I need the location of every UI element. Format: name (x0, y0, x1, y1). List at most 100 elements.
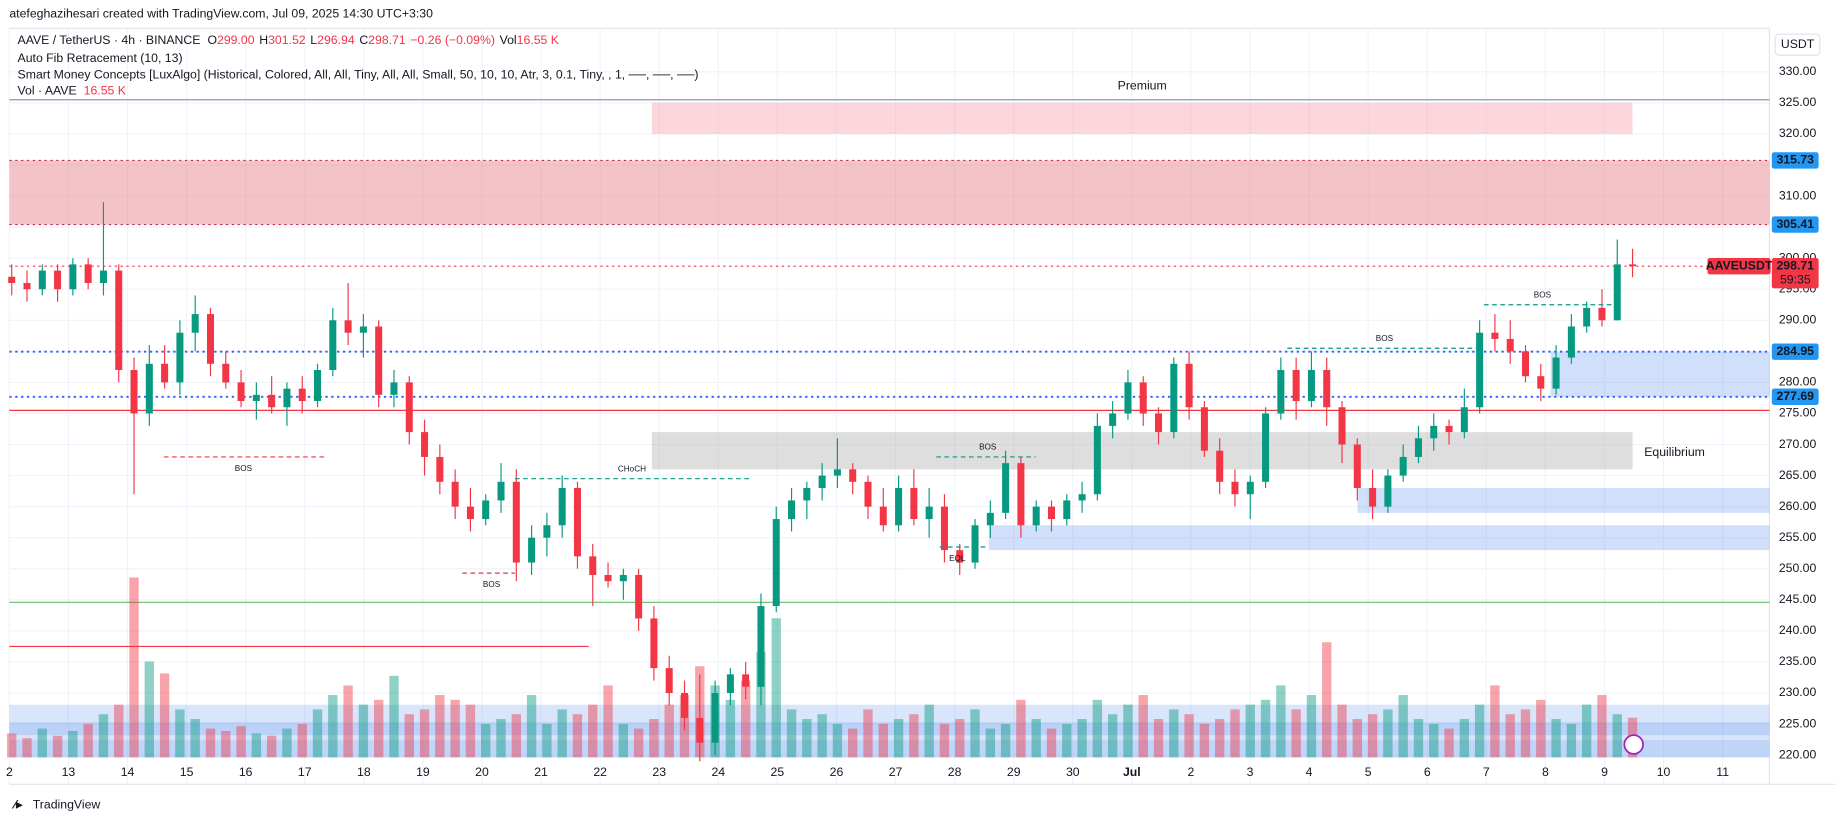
candle-body (38, 270, 46, 290)
candle-body (864, 481, 872, 507)
volume-bar (7, 733, 17, 758)
candle-body (329, 320, 337, 370)
volume-bar (618, 723, 629, 758)
candle-body (497, 481, 505, 501)
candle-body (986, 512, 994, 526)
vol: 16.55 K (517, 33, 560, 47)
volume-bar (1459, 719, 1470, 758)
candle-body (1093, 425, 1101, 495)
volume-bar (1520, 709, 1531, 758)
volume-bar (1383, 709, 1393, 758)
candle-body (818, 475, 826, 489)
candle-body (145, 363, 153, 414)
candle-body (344, 320, 352, 333)
candle-body (1506, 338, 1514, 352)
zone-label: Premium (1118, 79, 1167, 93)
candle-body (910, 488, 918, 520)
volume-profile (9, 739, 1770, 758)
candle-body (1445, 425, 1453, 433)
candle-body (99, 270, 107, 284)
candle-body (298, 388, 306, 402)
structure-label: BOS (1534, 291, 1552, 300)
structure-label: BOS (483, 580, 501, 589)
candle-body (1307, 369, 1315, 402)
x-tick-label: 20 (475, 765, 489, 779)
x-tick-label: 4 (1306, 765, 1313, 779)
structure-label: BOS (1376, 334, 1394, 343)
x-tick-label: 22 (593, 765, 607, 779)
y-tick-label: 245.00 (1779, 592, 1817, 606)
candle-body (1231, 481, 1239, 495)
zone (988, 525, 1770, 551)
volume-bar (1230, 709, 1240, 758)
x-tick-label: 27 (889, 765, 903, 779)
candle-body (726, 674, 734, 694)
ohlc-key: L (310, 33, 317, 47)
x-tick-label: 17 (298, 765, 312, 779)
x-tick-label: 7 (1483, 765, 1490, 779)
candle-body (8, 276, 16, 284)
volume-bar (312, 709, 323, 758)
candle-body (191, 314, 199, 333)
x-tick-label: 16 (239, 765, 253, 779)
volume-bar (848, 728, 858, 758)
candle-body (696, 717, 704, 743)
x-tick-label: 15 (180, 765, 194, 779)
x-tick-label: 25 (771, 765, 785, 779)
x-tick-label: 5 (1365, 765, 1372, 779)
candle-body (803, 488, 811, 501)
candle-body (1430, 425, 1438, 439)
vol-name: Vol · AAVE (18, 84, 77, 98)
candle-body (788, 500, 796, 520)
volume-bar (1337, 704, 1347, 758)
volume-bar (1092, 699, 1103, 758)
candle-body (940, 506, 948, 551)
candle-body (1292, 369, 1300, 402)
volume-bar (1444, 728, 1454, 758)
ohlc: O299.00 H301.52 L296.94 C298.71 (207, 33, 405, 47)
candle-body (268, 394, 276, 408)
volume-bar (817, 714, 827, 758)
candle-body (176, 332, 184, 383)
volume-bar (37, 728, 47, 758)
alert-icon[interactable] (1623, 734, 1644, 755)
volume-bar (985, 728, 996, 758)
volume-bar (1581, 704, 1592, 758)
volume-bar (1016, 699, 1026, 758)
candle-body (1476, 332, 1484, 408)
currency[interactable]: USDT (1781, 37, 1815, 51)
candle-body (895, 488, 903, 526)
candle-body (1353, 444, 1361, 489)
volume-bar (358, 704, 369, 758)
candle-body (1139, 382, 1147, 414)
volume-bar (1306, 695, 1317, 758)
volume-bar (1260, 699, 1271, 758)
candle-body (451, 481, 459, 507)
volume-bar (588, 704, 598, 758)
zone-label: Equilibrium (1644, 445, 1705, 459)
structure-label: CHoCH (618, 464, 646, 473)
y-tick-label: 240.00 (1779, 623, 1817, 637)
candle-body (849, 469, 857, 482)
vol-legend: Vol · AAVE 16.55 K (18, 84, 127, 98)
candle-body (1124, 382, 1132, 414)
candle-body (206, 314, 214, 364)
brand-logo: ⁄▸ (11, 798, 23, 812)
y-tick-label: 230.00 (1779, 685, 1817, 699)
volume-bar (511, 714, 521, 758)
volume-bar (404, 714, 414, 758)
volume-bar (557, 709, 567, 758)
candle-body (558, 488, 566, 526)
candle-body (971, 525, 979, 563)
volume-bar (939, 723, 950, 758)
currency-box[interactable] (1774, 33, 1821, 56)
price-tag (1771, 152, 1819, 169)
volume-bar (419, 709, 430, 758)
candle-body (635, 574, 643, 619)
x-tick-label: 6 (1424, 765, 1431, 779)
zone (651, 432, 1633, 470)
candle-body (1063, 500, 1071, 520)
volume-bar (1000, 723, 1011, 758)
legend-main: AAVE / TetherUS · 4h · BINANCE O299.00 H30… (18, 33, 560, 47)
